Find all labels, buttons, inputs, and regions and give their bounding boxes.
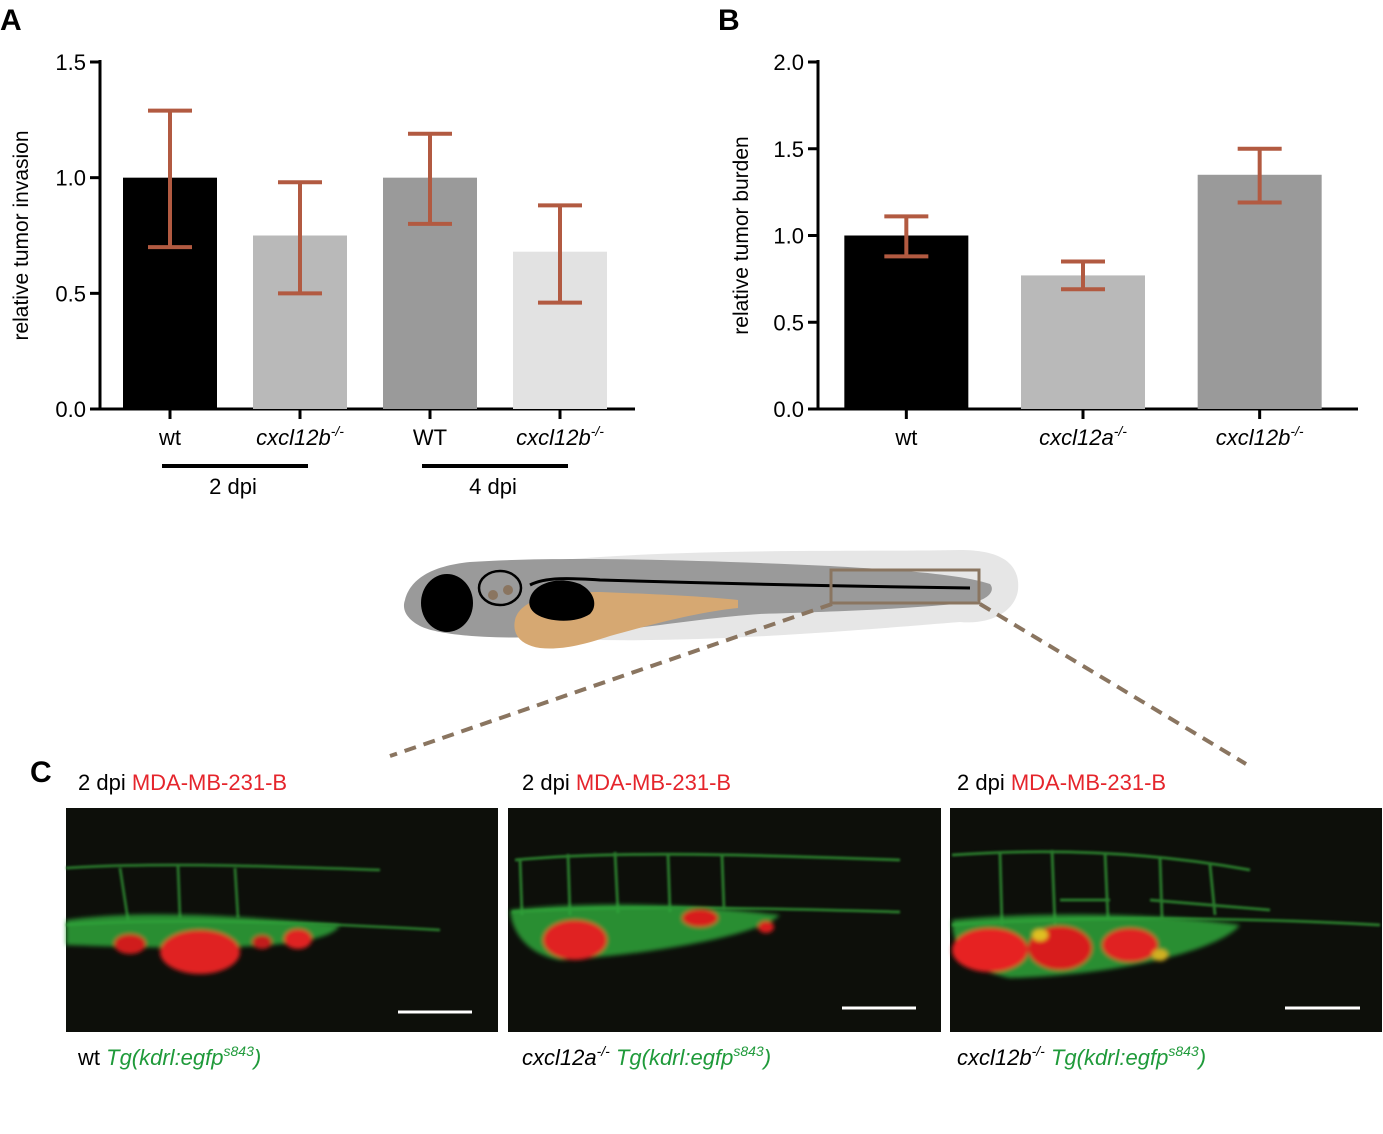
caption-transgene-end: ) [251, 1045, 261, 1070]
caption-genotype-sup: -/- [1032, 1043, 1046, 1059]
x-tick-label: cxcl12b-/- [516, 423, 604, 450]
caption-transgene-end: ) [761, 1045, 771, 1070]
title-prefix: 2 dpi [78, 770, 126, 795]
caption-transgene: Tg(kdrl:egfp [616, 1045, 733, 1070]
micrograph-title-1: 2 dpi MDA-MB-231-B [78, 770, 287, 795]
x-tick-label-sup: -/- [1114, 423, 1128, 439]
title-cell-line: MDA-MB-231-B [1011, 770, 1166, 795]
eye [421, 574, 473, 632]
y-tick-label: 0.5 [773, 310, 804, 335]
group-label: 2 dpi [209, 474, 257, 499]
y-tick-label: 1.0 [773, 224, 804, 249]
zoom-box [829, 568, 981, 605]
x-tick-label-text: wt [158, 425, 181, 450]
x-tick-label-text: WT [413, 425, 447, 450]
caption-transgene-sup: s843 [224, 1043, 255, 1059]
bar [1021, 275, 1145, 409]
x-tick-label-sup: -/- [1290, 423, 1304, 439]
micrograph-caption-2: cxcl12a-/- Tg(kdrl:egfps843) [522, 1043, 771, 1070]
caption-genotype-sup: -/- [597, 1043, 611, 1059]
otolith-icon [503, 585, 513, 595]
caption-genotype: wt [77, 1045, 100, 1070]
y-tick-label: 1.0 [55, 166, 86, 191]
y-tick-label: 1.5 [773, 137, 804, 162]
micrograph-caption-1: wt Tg(kdrl:egfps843) [77, 1043, 261, 1070]
y-axis-title: relative tumor invasion [10, 130, 33, 340]
micrograph-title-3: 2 dpi MDA-MB-231-B [957, 770, 1166, 795]
otolith-icon [488, 590, 498, 600]
caption-transgene-end: ) [1196, 1045, 1206, 1070]
x-tick-label: wt [158, 425, 181, 450]
zoom-line-right [978, 602, 1248, 766]
title-cell-line: MDA-MB-231-B [132, 770, 287, 795]
notochord [529, 577, 971, 590]
x-tick-label: wt [894, 425, 917, 450]
panel-label-c: C [30, 756, 52, 789]
x-tick-label: WT [413, 425, 447, 450]
bar [1197, 174, 1322, 409]
chart-a: 0.0 0.5 1.0 1.5 relative tumor invasion wt cxc… [10, 50, 635, 499]
x-tick-label-sup: -/- [591, 423, 605, 439]
x-tick-label: cxcl12b-/- [256, 423, 344, 450]
x-tick-label-text: cxcl12a [1039, 425, 1114, 450]
y-tick-label: 0.0 [773, 397, 804, 422]
y-tick-label: 2.0 [773, 50, 804, 75]
micrograph-cxcl12b [950, 808, 1382, 1032]
x-tick-label-text: cxcl12b [516, 425, 591, 450]
heart [529, 580, 595, 621]
panel-label-b: B [718, 4, 740, 37]
x-tick-label-text: wt [894, 425, 917, 450]
x-tick-label: cxcl12a-/- [1039, 423, 1127, 450]
x-tick-label-text: cxcl12b [256, 425, 331, 450]
caption-transgene-sup: s843 [1168, 1043, 1199, 1059]
x-tick-label-text: cxcl12b [1216, 425, 1291, 450]
caption-transgene-sup: s843 [733, 1043, 764, 1059]
chart-b: 0.0 0.5 1.0 1.5 2.0 relative tumor burden wt cx… [730, 50, 1358, 450]
zoom-line-left [389, 602, 833, 758]
title-prefix: 2 dpi [522, 770, 570, 795]
title-prefix: 2 dpi [957, 770, 1005, 795]
bar [844, 235, 969, 409]
x-tick-label: cxcl12b-/- [1216, 423, 1304, 450]
y-tick-label: 1.5 [55, 50, 86, 75]
y-axis-title: relative tumor burden [730, 136, 753, 334]
micrograph-cxcl12a [508, 808, 941, 1032]
title-cell-line: MDA-MB-231-B [576, 770, 731, 795]
caption-transgene: Tg(kdrl:egfp [106, 1045, 223, 1070]
otic-vesicle [477, 569, 523, 607]
zebrafish-schematic [389, 550, 1248, 766]
caption-genotype: cxcl12b [957, 1045, 1032, 1070]
y-tick-label: 0.0 [55, 397, 86, 422]
x-tick-label-sup: -/- [331, 423, 345, 439]
micrograph-title-2: 2 dpi MDA-MB-231-B [522, 770, 731, 795]
caption-transgene: Tg(kdrl:egfp [1051, 1045, 1168, 1070]
micrograph-wt [65, 808, 498, 1032]
caption-genotype: cxcl12a [522, 1045, 597, 1070]
y-tick-label: 0.5 [55, 281, 86, 306]
panel-label-a: A [0, 4, 22, 37]
group-label: 4 dpi [469, 474, 517, 499]
micrograph-caption-3: cxcl12b-/- Tg(kdrl:egfps843) [957, 1043, 1206, 1070]
